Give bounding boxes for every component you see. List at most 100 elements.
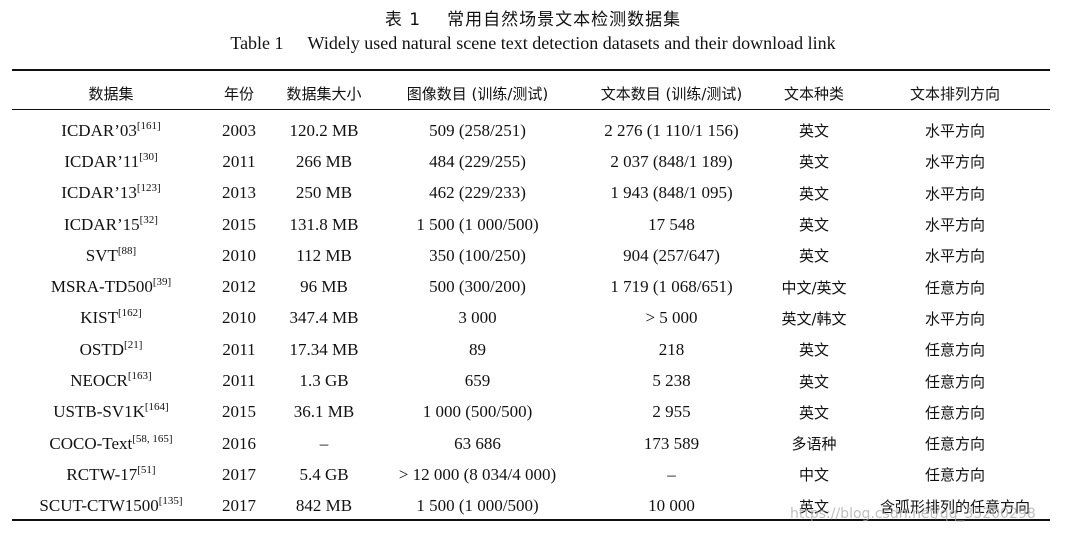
image-count-cell: 509 (258/251)	[429, 120, 526, 140]
text-direction-cell: 任意方向	[924, 341, 985, 360]
dataset-name-cell: OSTD[21]	[12, 334, 210, 365]
dataset-name: RCTW-17	[66, 464, 138, 484]
year-cell: 2012	[222, 277, 256, 297]
table-header-row: 数据集 年份 数据集大小 图像数目 (训练/测试) 文本数目 (训练/测试) 文…	[12, 79, 1050, 111]
image-count-cell: > 12 000 (8 034/4 000)	[398, 464, 557, 484]
image-count-cell: 350 (100/250)	[429, 245, 526, 265]
text-language-cell: 英文	[798, 153, 829, 172]
text-language-cell: 多语种	[791, 435, 837, 454]
dataset-name: NEOCR	[70, 371, 128, 391]
text-direction-cell: 水平方向	[924, 216, 985, 235]
text-language-cell: 英文	[798, 497, 829, 516]
dataset-name-cell: RCTW-17[51]	[12, 459, 210, 490]
year-cell: 2017	[222, 496, 256, 516]
dataset-name: SVT	[85, 245, 118, 265]
dataset-name-cell: ICDAR’11[30]	[12, 146, 210, 177]
size-cell: –	[319, 433, 329, 453]
text-direction-cell: 任意方向	[924, 403, 985, 422]
dataset-name-cell: USTB-SV1K[164]	[12, 397, 210, 428]
header-text-direction: 文本排列方向	[909, 85, 1000, 103]
table-row: RCTW-17[51] 2017 5.4 GB > 12 000 (8 034/4 0…	[12, 459, 1050, 490]
table-row: ICDAR’15[32] 2015 131.8 MB 1 500 (1 000/500…	[12, 209, 1050, 240]
table-row: KIST[162] 2010 347.4 MB 3 000 > 5 000 英文/韩文 水平…	[12, 303, 1050, 334]
text-direction-cell: 水平方向	[924, 153, 985, 172]
citation-ref: [123]	[136, 182, 161, 195]
text-direction-cell: 含弧形排列的任意方向	[879, 497, 1030, 516]
citation-ref: [32]	[139, 213, 158, 226]
image-count-cell: 89	[469, 339, 486, 359]
text-language-cell: 英文	[798, 403, 829, 422]
size-cell: 131.8 MB	[289, 214, 359, 234]
caption-cn-title: 常用自然场景文本检测数据集	[447, 10, 682, 30]
image-count-cell: 1 500 (1 000/500)	[416, 496, 539, 516]
table-row: USTB-SV1K[164] 2015 36.1 MB 1 000 (500/500)…	[12, 397, 1050, 428]
table-bottom-rule	[12, 519, 1050, 521]
image-count-cell: 484 (229/255)	[429, 151, 526, 171]
image-count-cell: 1 500 (1 000/500)	[416, 214, 539, 234]
dataset-name: MSRA-TD500	[50, 277, 153, 297]
table-row: SCUT-CTW1500[135] 2017 842 MB 1 500 (1 000/…	[12, 491, 1050, 522]
header-text-count: 文本数目 (训练/测试)	[600, 85, 743, 103]
size-cell: 347.4 MB	[289, 308, 359, 328]
text-count-cell: 218	[658, 339, 685, 359]
dataset-name: ICDAR’13	[61, 183, 137, 203]
table-row: ICDAR’11[30] 2011 266 MB 484 (229/255) 2 037…	[12, 146, 1050, 177]
header-size: 数据集大小	[286, 85, 362, 103]
caption-en-title: Widely used natural scene text detection…	[307, 33, 836, 53]
citation-ref: [164]	[144, 401, 169, 414]
text-count-cell: 2 037 (848/1 189)	[610, 151, 733, 171]
year-cell: 2010	[222, 308, 256, 328]
size-cell: 5.4 GB	[299, 464, 349, 484]
caption-en-label: Table 1	[230, 33, 284, 53]
text-language-cell: 英文	[798, 184, 829, 203]
citation-ref: [135]	[158, 495, 183, 508]
size-cell: 96 MB	[300, 277, 348, 297]
dataset-name-cell: SCUT-CTW1500[135]	[12, 491, 210, 522]
year-cell: 2015	[222, 214, 256, 234]
text-count-cell: 1 719 (1 068/651)	[610, 277, 733, 297]
size-cell: 250 MB	[295, 183, 353, 203]
dataset-name: KIST	[80, 308, 118, 328]
dataset-name: COCO-Text	[49, 433, 133, 453]
year-cell: 2013	[222, 183, 256, 203]
table-caption-chinese: 表 1 常用自然场景文本检测数据集	[0, 5, 1066, 30]
table-row: MSRA-TD500[39] 2012 96 MB 500 (300/200) 1 71…	[12, 271, 1050, 302]
table-row: SVT[88] 2010 112 MB 350 (100/250) 904 (257/6…	[12, 240, 1050, 271]
year-cell: 2011	[222, 339, 256, 359]
table-header-rule	[12, 109, 1050, 110]
dataset-name: OSTD	[79, 339, 125, 359]
table-top-rule	[12, 69, 1050, 71]
text-count-cell: 2 276 (1 110/1 156)	[604, 120, 739, 140]
text-count-cell: 5 238	[652, 371, 691, 391]
citation-ref: [30]	[139, 150, 158, 163]
size-cell: 17.34 MB	[289, 339, 359, 359]
dataset-name: USTB-SV1K	[53, 402, 145, 422]
year-cell: 2010	[222, 245, 256, 265]
size-cell: 1.3 GB	[299, 371, 349, 391]
text-language-cell: 英文	[798, 247, 829, 266]
dataset-name: ICDAR’15	[64, 214, 140, 234]
text-language-cell: 中文/英文	[781, 278, 847, 297]
text-language-cell: 英文/韩文	[781, 309, 847, 328]
table-row: ICDAR’13[123] 2013 250 MB 462 (229/233) 1 94…	[12, 178, 1050, 209]
text-count-cell: 1 943 (848/1 095)	[610, 183, 733, 203]
size-cell: 842 MB	[295, 496, 353, 516]
table-row: NEOCR[163] 2011 1.3 GB 659 5 238 英文 任意方向	[12, 365, 1050, 396]
header-dataset: 数据集	[88, 85, 134, 103]
citation-ref: [39]	[152, 276, 172, 289]
image-count-cell: 659	[464, 371, 491, 391]
size-cell: 266 MB	[295, 151, 353, 171]
text-direction-cell: 水平方向	[924, 184, 985, 203]
text-count-cell: 2 955	[652, 402, 691, 422]
text-count-cell: 10 000	[648, 496, 695, 516]
dataset-name-cell: ICDAR’15[32]	[12, 209, 210, 240]
citation-ref: [88]	[117, 244, 137, 257]
dataset-name-cell: ICDAR’13[123]	[12, 178, 210, 209]
header-text-language: 文本种类	[783, 85, 844, 103]
caption-cn-label: 表 1	[384, 10, 422, 30]
image-count-cell: 63 686	[454, 433, 501, 453]
text-language-cell: 英文	[798, 372, 829, 391]
year-cell: 2011	[222, 151, 256, 171]
table-row: ICDAR’03[161] 2003 120.2 MB 509 (258/251) 2 …	[12, 111, 1050, 146]
table-caption-english: Table 1 Widely used natural scene text de…	[0, 33, 1066, 54]
